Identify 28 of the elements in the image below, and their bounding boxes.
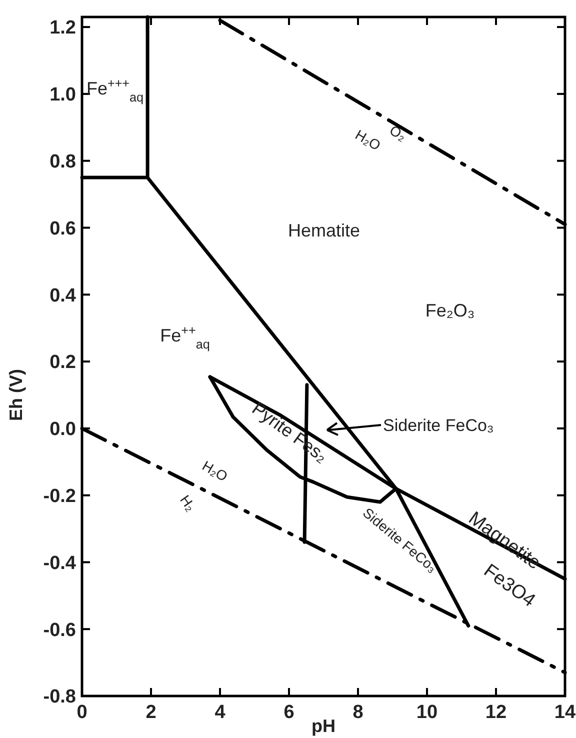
x-axis-title: pH: [312, 716, 336, 736]
annotation: Siderite FeCo₃: [383, 416, 494, 435]
y-tick-label: 0.4: [50, 285, 76, 306]
y-tick-label: 0.8: [50, 151, 76, 172]
x-tick-label: 6: [284, 702, 294, 723]
x-tick-label: 14: [554, 702, 576, 723]
x-tick-label: 8: [352, 702, 364, 723]
y-tick-label: -0.2: [43, 486, 76, 507]
y-axis-title: Eh (V): [6, 368, 26, 421]
y-tick-label: -0.8: [43, 686, 76, 708]
y-tick-label: -0.6: [43, 620, 76, 641]
y-tick-label: 0.6: [50, 218, 76, 240]
x-tick-label: 4: [214, 702, 226, 723]
y-tick-label: 1.2: [50, 18, 76, 39]
annotation: H₂O: [352, 126, 384, 154]
y-tick-label: 0.2: [50, 352, 76, 374]
x-tick-label: 12: [485, 702, 507, 723]
annotation: Hematite: [288, 220, 360, 240]
y-tick-label: 0.0: [50, 419, 76, 440]
y-tick-label: -0.4: [43, 552, 76, 574]
annotation: H₂: [177, 492, 200, 514]
x-tick-label: 2: [146, 702, 156, 723]
x-tick-label: 0: [76, 702, 88, 723]
annotation: O₂: [386, 122, 410, 144]
annotation: Fe₂O₃: [425, 300, 475, 320]
y-tick-label: 1.0: [50, 84, 76, 106]
x-tick-label: 10: [416, 702, 438, 723]
annotation: H₂O: [200, 457, 231, 485]
